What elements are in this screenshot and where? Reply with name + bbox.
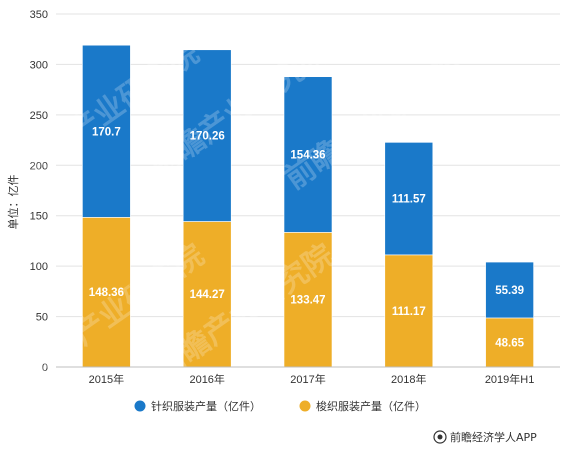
- data-label: 154.36: [290, 150, 325, 162]
- x-axis-ticks: 2015年 2016年 2017年 2018年 2019年H1: [89, 372, 535, 386]
- source-attribution: 前瞻经济学人APP: [433, 430, 537, 444]
- x-tick-label: 2015年: [89, 372, 124, 386]
- legend-label: 梭织服装产量（亿件）: [316, 399, 426, 413]
- data-label: 48.65: [495, 337, 524, 349]
- bar-segment: [485, 261, 534, 319]
- legend-marker: [299, 400, 311, 412]
- x-tick-label: 2019年H1: [485, 372, 535, 386]
- bar-segment: [182, 49, 232, 222]
- y-axis-label: 单位：亿件: [6, 175, 20, 230]
- data-label: 170.7: [92, 126, 121, 138]
- data-label: 148.36: [89, 287, 124, 299]
- bar-segment: [82, 44, 131, 218]
- y-axis-ticks: 0 50 100 150 200 250 300 350: [30, 9, 48, 374]
- y-tick-label: 100: [30, 261, 48, 273]
- data-label: 133.47: [290, 295, 325, 307]
- bar-segment: [283, 76, 333, 233]
- data-labels: 148.36 170.7 144.27 170.26 133.47 154.36 111.1…: [89, 126, 525, 349]
- data-label: 111.57: [392, 194, 426, 206]
- y-tick-label: 50: [36, 312, 48, 324]
- bar-segment: [384, 142, 434, 256]
- x-tick-label: 2017年: [290, 372, 325, 386]
- y-tick-label: 0: [42, 362, 48, 374]
- y-tick-label: 200: [30, 160, 48, 172]
- y-tick-label: 250: [30, 110, 48, 122]
- data-label: 55.39: [495, 285, 524, 297]
- x-tick-label: 2018年: [391, 372, 426, 386]
- x-tick-label: 2016年: [189, 372, 224, 386]
- brand-logo-icon-dot: [437, 434, 443, 440]
- y-tick-label: 150: [30, 211, 48, 223]
- bar-series: [82, 44, 534, 368]
- data-label: 170.26: [190, 131, 225, 143]
- bar-segment: [485, 317, 534, 368]
- legend: 针织服装产量（亿件） 梭织服装产量（亿件）: [134, 399, 426, 413]
- y-tick-label: 300: [30, 59, 48, 71]
- y-tick-label: 350: [30, 9, 48, 21]
- source-text: 前瞻经济学人APP: [450, 430, 537, 444]
- bar-segment: [82, 217, 131, 368]
- legend-marker: [134, 400, 146, 412]
- data-label: 144.27: [190, 289, 225, 301]
- legend-label: 针织服装产量（亿件）: [151, 399, 261, 413]
- data-label: 111.17: [392, 306, 426, 318]
